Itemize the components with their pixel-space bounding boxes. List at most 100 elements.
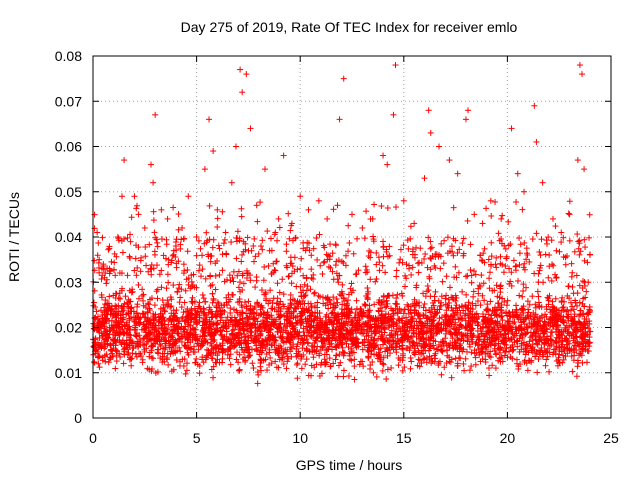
data-point <box>487 298 494 305</box>
data-point <box>332 356 339 363</box>
data-point <box>455 269 462 276</box>
data-point <box>267 235 274 242</box>
data-point <box>335 362 342 369</box>
data-point <box>515 277 522 284</box>
data-point <box>227 296 234 303</box>
data-point <box>218 314 225 321</box>
data-point <box>334 299 341 306</box>
data-point <box>252 284 259 291</box>
data-point <box>401 364 408 371</box>
data-point <box>585 279 592 286</box>
data-point <box>214 299 221 306</box>
data-point <box>578 71 585 78</box>
data-point <box>112 302 119 309</box>
data-point <box>197 245 204 252</box>
data-point <box>566 237 573 244</box>
data-point <box>363 208 370 215</box>
data-point <box>112 272 119 279</box>
data-point <box>135 281 142 288</box>
data-point <box>314 256 321 263</box>
data-point <box>264 367 271 374</box>
data-point <box>351 314 358 321</box>
data-point <box>277 298 284 305</box>
data-point <box>178 304 185 311</box>
data-point <box>516 261 523 268</box>
data-point <box>304 244 311 251</box>
data-point <box>158 267 165 274</box>
data-point <box>119 285 126 292</box>
data-point <box>274 237 281 244</box>
data-point <box>176 362 183 369</box>
data-point <box>139 286 146 293</box>
data-point <box>472 361 479 368</box>
data-point <box>283 248 290 255</box>
data-point <box>549 329 556 336</box>
data-point <box>370 233 377 240</box>
data-point <box>124 272 131 279</box>
data-point <box>379 262 386 269</box>
data-point <box>493 264 500 271</box>
data-point <box>122 293 129 300</box>
data-point <box>182 287 189 294</box>
data-point <box>384 352 391 359</box>
data-point <box>558 298 565 305</box>
data-point <box>534 369 541 376</box>
data-point <box>345 297 352 304</box>
data-point <box>436 143 443 150</box>
data-point <box>203 229 210 236</box>
data-point <box>142 253 149 260</box>
data-point <box>427 238 434 245</box>
data-point <box>441 237 448 244</box>
data-point <box>549 215 556 222</box>
data-point <box>288 260 295 267</box>
data-point <box>421 255 428 262</box>
data-point <box>513 356 520 363</box>
data-point <box>345 373 352 380</box>
data-point <box>428 244 435 251</box>
data-point <box>372 278 379 285</box>
data-point <box>335 257 342 264</box>
data-point <box>164 215 171 222</box>
data-point <box>315 197 322 204</box>
data-point <box>96 364 103 371</box>
data-point <box>467 267 474 274</box>
data-point <box>320 259 327 266</box>
data-point <box>184 248 191 255</box>
data-point <box>497 349 504 356</box>
data-point <box>101 304 108 311</box>
data-point <box>311 289 318 296</box>
data-point <box>184 349 191 356</box>
y-axis-label: ROTI / TECUs <box>6 192 22 282</box>
data-point <box>407 223 414 230</box>
data-point <box>459 240 466 247</box>
data-point <box>219 359 226 366</box>
data-point <box>139 292 146 299</box>
data-point <box>481 297 488 304</box>
data-point <box>400 242 407 249</box>
data-point <box>542 251 549 258</box>
data-point <box>189 311 196 318</box>
data-point <box>570 290 577 297</box>
data-point <box>308 266 315 273</box>
data-point <box>214 224 221 231</box>
data-point <box>97 307 104 314</box>
data-point <box>232 143 239 150</box>
data-point <box>303 287 310 294</box>
data-point <box>175 211 182 218</box>
data-point <box>150 217 157 224</box>
data-point <box>305 340 312 347</box>
data-point <box>438 240 445 247</box>
data-point <box>302 361 309 368</box>
data-point <box>163 285 170 292</box>
data-point <box>544 240 551 247</box>
data-point <box>221 236 228 243</box>
data-point <box>268 305 275 312</box>
data-point <box>264 228 271 235</box>
data-point <box>553 247 560 254</box>
data-point <box>383 303 390 310</box>
data-point <box>393 295 400 302</box>
data-point <box>291 297 298 304</box>
data-point <box>356 361 363 368</box>
data-point <box>533 230 540 237</box>
data-point <box>298 355 305 362</box>
